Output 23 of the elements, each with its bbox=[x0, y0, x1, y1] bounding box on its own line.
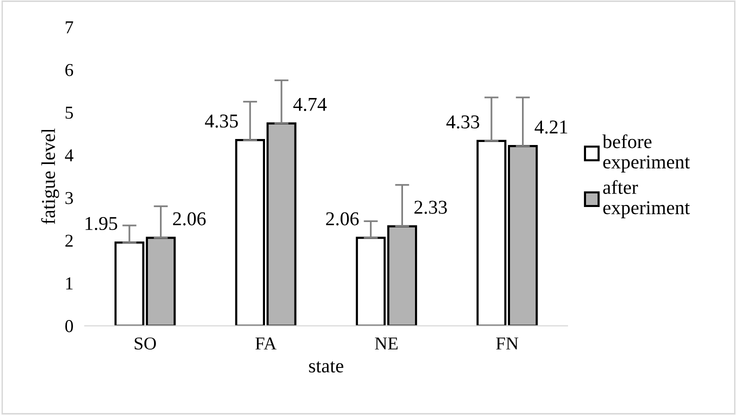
data-label: 2.33 bbox=[414, 200, 447, 214]
y-tick-label: 2 bbox=[65, 234, 73, 247]
data-label: 4.74 bbox=[293, 98, 327, 112]
data-label: 4.35 bbox=[204, 114, 238, 128]
x-tick-label: SO bbox=[134, 337, 156, 350]
legend-label: after experiment bbox=[603, 180, 690, 218]
y-tick-label: 4 bbox=[64, 149, 74, 162]
y-tick-label: 5 bbox=[66, 106, 73, 119]
x-tick-label: NE bbox=[374, 338, 398, 350]
data-label: 2.06 bbox=[326, 212, 359, 226]
y-tick-label: 3 bbox=[65, 192, 73, 204]
y-tick-label: 6 bbox=[65, 64, 74, 76]
x-axis-title: state bbox=[309, 361, 344, 372]
y-tick-label: 1 bbox=[66, 277, 73, 290]
x-tick-label: FA bbox=[255, 337, 277, 350]
y-tick-label: 7 bbox=[66, 21, 74, 34]
x-tick-label: FN bbox=[496, 338, 518, 350]
y-tick-label: 0 bbox=[65, 320, 73, 332]
data-label: 4.33 bbox=[446, 115, 480, 129]
data-label: 1.95 bbox=[86, 216, 118, 230]
data-label: 2.06 bbox=[173, 212, 206, 226]
y-axis-title: fatigue level bbox=[41, 128, 60, 224]
data-label: 4.21 bbox=[534, 120, 568, 134]
